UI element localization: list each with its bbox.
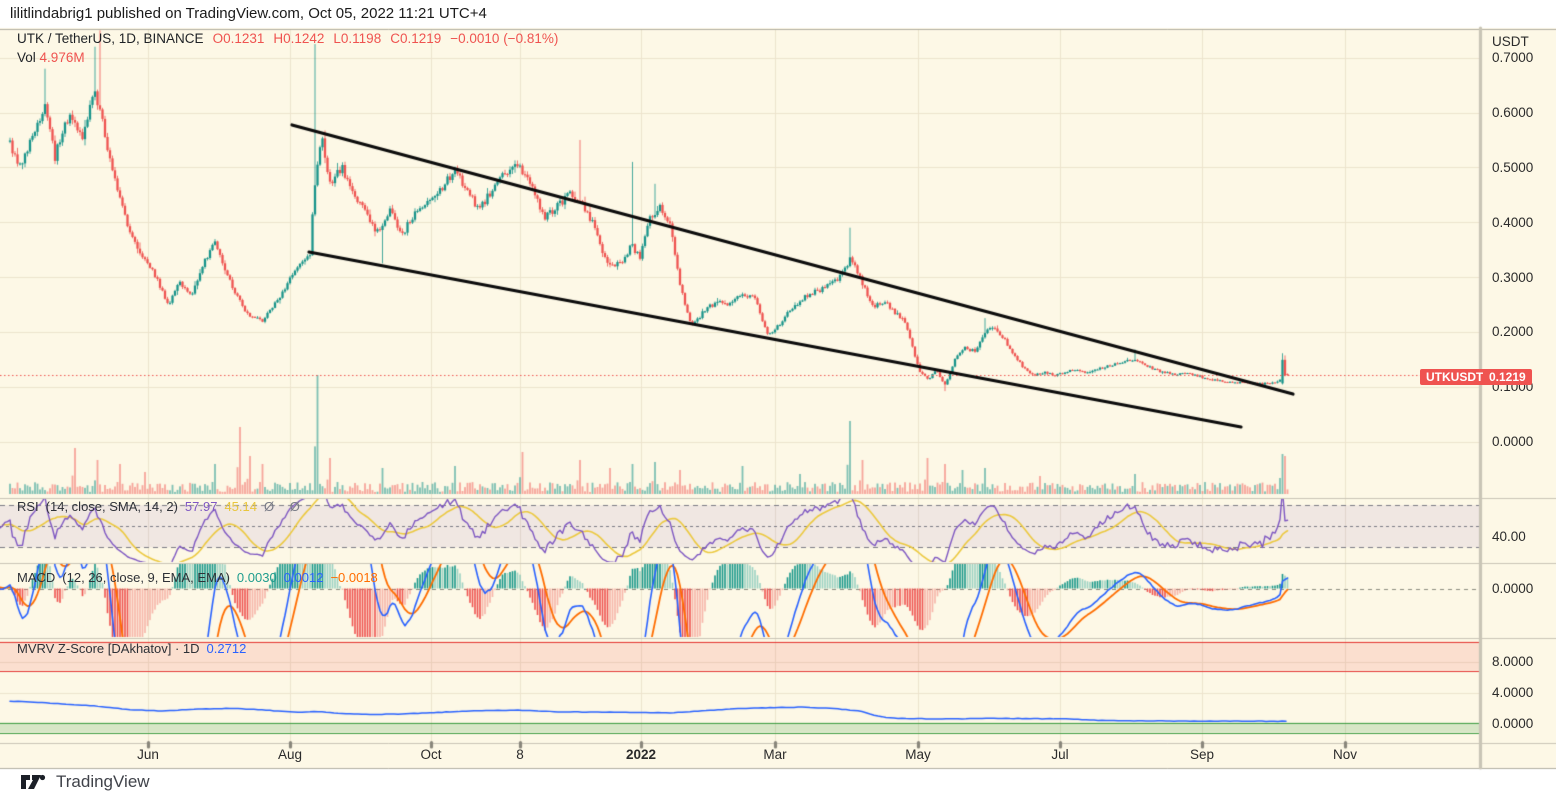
symbol-title: UTK / TetherUS, 1D, BINANCE [17, 31, 204, 46]
time-axis-tick: Nov [1332, 747, 1358, 762]
tradingview-logo-link[interactable]: TradingView [20, 772, 150, 792]
last-price-value-tag: 0.1219 [1483, 369, 1532, 385]
price-axis-tick: 0.7000 [1492, 50, 1534, 66]
time-axis-tick: Oct [420, 747, 442, 762]
price-axis-tick: 0.0000 [1492, 434, 1534, 450]
macd-axis-tick: 0.0000 [1492, 581, 1534, 596]
time-axis-tick: 2022 [625, 747, 657, 762]
rsi-title: RSI [17, 499, 39, 514]
price-pane-legend: UTK / TetherUS, 1D, BINANCE O0.1231 H0.124… [17, 31, 567, 46]
change-value: −0.0010 (−0.81%) [450, 31, 559, 46]
price-axis-tick: 0.2000 [1492, 324, 1534, 340]
mvrv-axis-tick: 4.0000 [1492, 685, 1534, 700]
rsi-legend: RSI (14, close, SMA, 14, 2) 57.97 45.14 Ø Ø [17, 499, 313, 514]
macd-hist-value: 0.0030 [236, 570, 277, 585]
time-axis-tick: May [905, 747, 931, 762]
tradingview-icon [21, 774, 46, 789]
tradingview-logo-text: TradingView [56, 772, 150, 791]
last-price-symbol-tag: UTKUSDT [1420, 369, 1490, 385]
price-axis-tick: 0.6000 [1492, 105, 1534, 121]
mvrv-value: 0.2712 [206, 641, 247, 656]
volume-value: 4.976M [39, 50, 85, 65]
macd-title: MACD [17, 570, 56, 585]
axis-currency-label: USDT [1492, 34, 1529, 49]
mvrv-axis-tick: 0.0000 [1492, 715, 1534, 731]
mvrv-title: MVRV Z-Score [DAkhatov] · 1D [17, 641, 200, 656]
volume-label: Vol [17, 50, 36, 65]
mvrv-axis-tick: 8.0000 [1492, 654, 1534, 670]
rsi-flags: Ø Ø [264, 499, 306, 514]
ohlc-close: C0.1219 [390, 31, 442, 46]
price-axis-tick: 0.4000 [1492, 214, 1534, 230]
ohlc-high: H0.1242 [273, 31, 325, 46]
macd-value: 0.0012 [283, 570, 324, 585]
time-axis-tick: Mar [763, 747, 787, 762]
rsi-sma-value: 45.14 [224, 499, 257, 514]
macd-legend: MACD (12, 26, close, 9, EMA, EMA) 0.0030 0.… [17, 570, 385, 585]
time-axis-tick: 8 [516, 747, 524, 762]
volume-legend: Vol 4.976M [17, 50, 85, 65]
ohlc-low: L0.1198 [333, 31, 382, 46]
price-axis-tick: 0.3000 [1492, 269, 1534, 285]
macd-params: (12, 26, close, 9, EMA, EMA) [62, 570, 230, 585]
time-axis-tick: Sep [1189, 747, 1215, 762]
mvrv-legend: MVRV Z-Score [DAkhatov] · 1D 0.2712 [17, 641, 253, 656]
rsi-axis-tick: 40.00 [1492, 529, 1526, 545]
macd-signal-value: −0.0018 [330, 570, 378, 585]
rsi-params: (14, close, SMA, 14, 2) [45, 499, 178, 514]
ohlc-open: O0.1231 [212, 31, 265, 46]
time-axis-tick: Jul [1051, 747, 1069, 762]
publish-line: lilitlindabrig1 published on TradingView… [10, 5, 487, 22]
rsi-value: 57.97 [184, 499, 218, 514]
price-axis-tick: 0.5000 [1492, 159, 1534, 175]
time-axis-tick: Jun [137, 747, 159, 762]
time-axis-tick: Aug [277, 747, 303, 762]
